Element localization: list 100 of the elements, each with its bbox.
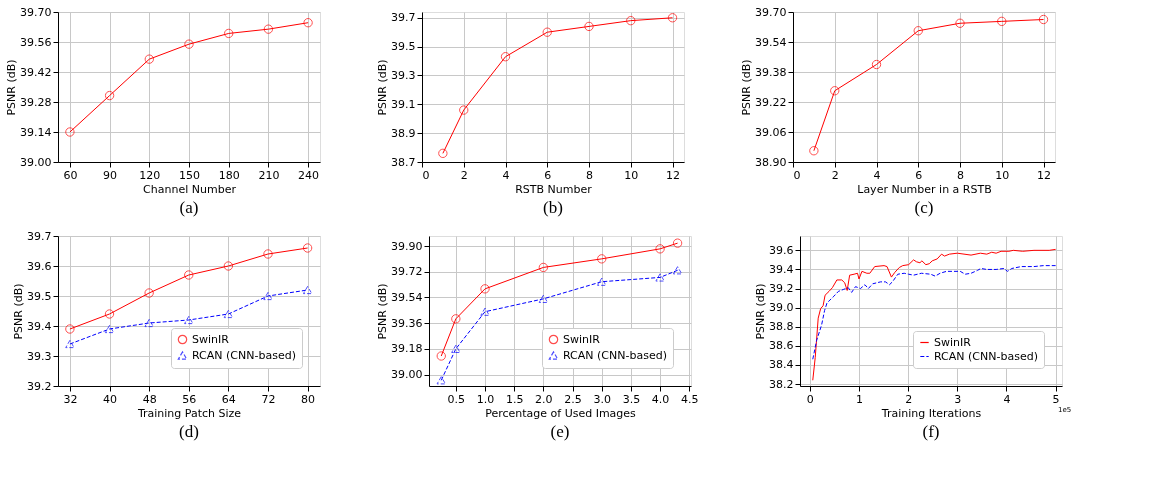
- y-tick-label: 38.7: [391, 155, 416, 169]
- point: [104, 324, 115, 334]
- point: [65, 127, 75, 137]
- x-axis-title: Layer Number in a RSTB: [857, 182, 992, 196]
- point: [263, 249, 273, 259]
- point: [451, 344, 461, 353]
- y-axis-title: PSNR (dB): [376, 283, 390, 340]
- y-tick-label: 39.18: [391, 342, 423, 356]
- y-tick-label: 38.9: [391, 126, 416, 140]
- point: [224, 28, 234, 39]
- x-tick-label: 210: [258, 168, 280, 182]
- x-tick-label: 8: [957, 168, 965, 182]
- x-tick-label: 60: [63, 168, 78, 182]
- point: [65, 324, 75, 334]
- text: (f): [922, 422, 940, 441]
- y-tick-label: 39.70: [20, 5, 52, 19]
- point: [480, 307, 490, 316]
- x-tick-label: 8: [586, 168, 594, 182]
- y-tick-label: 39.7: [27, 229, 52, 243]
- y-axis-title: PSNR (dB): [12, 283, 26, 340]
- x-axis-title: Training Patch Size: [136, 406, 242, 420]
- point: [809, 146, 819, 156]
- point: [626, 15, 636, 26]
- point: [223, 261, 234, 271]
- y-tick-label: 39.36: [391, 316, 423, 330]
- x-axis-title: Percentage of Used Images: [485, 406, 637, 420]
- y-tick-label: 38.90: [755, 155, 787, 169]
- text: (e): [550, 422, 570, 441]
- point: [913, 26, 923, 36]
- text: (b): [543, 198, 563, 217]
- point: [263, 291, 273, 301]
- y-tick-label: 39.72: [391, 265, 423, 279]
- x-axis-title: RSTB Number: [515, 182, 593, 196]
- legend-label: SwinIR: [192, 332, 230, 346]
- x-tick-label: 150: [179, 168, 200, 182]
- point: [997, 16, 1007, 27]
- x-tick-label: 40: [103, 392, 118, 406]
- point: [542, 27, 552, 37]
- y-axis-title: PSNR (dB): [754, 283, 768, 340]
- point: [451, 314, 461, 324]
- y-axis-title: PSNR (dB): [740, 59, 754, 116]
- y-tick-label: 39.14: [20, 125, 52, 139]
- x-tick-label: 6: [915, 168, 923, 182]
- point: [104, 90, 115, 101]
- x-tick-label: 4.0: [651, 392, 670, 406]
- x-tick-label: 32: [63, 392, 78, 406]
- x-tick-label: 3.0: [593, 392, 611, 406]
- y-tick-label: 39.0: [769, 301, 794, 315]
- point: [104, 309, 115, 319]
- x-tick-label: 4: [502, 168, 510, 182]
- point: [459, 105, 469, 115]
- text: (d): [179, 422, 199, 441]
- y-tick-label: 39.7: [391, 11, 416, 25]
- x-tick-label: 0: [806, 392, 814, 406]
- y-tick-label: 39.42: [20, 65, 52, 79]
- point: [830, 86, 840, 96]
- y-tick-label: 39.70: [755, 5, 787, 19]
- y-tick-label: 39.5: [391, 40, 416, 54]
- point: [184, 270, 194, 280]
- y-tick-label: 39.00: [20, 155, 52, 169]
- x-tick-label: 4: [873, 168, 881, 182]
- point: [655, 273, 665, 282]
- legend-label: RCAN (CNN-based): [934, 349, 1038, 363]
- point: [672, 238, 683, 248]
- y-tick-label: 38.4: [769, 358, 794, 372]
- point: [584, 21, 594, 32]
- y-tick-label: 39.6: [769, 243, 794, 257]
- y-tick-label: 39.54: [391, 290, 423, 304]
- point: [597, 254, 607, 264]
- y-tick-label: 39.22: [755, 95, 787, 109]
- x-tick-label: 2.5: [564, 392, 582, 406]
- point: [672, 266, 683, 275]
- point: [144, 54, 154, 64]
- y-tick-label: 38.6: [769, 339, 794, 353]
- y-tick-label: 39.06: [755, 125, 787, 139]
- legend-label: RCAN (CNN-based): [563, 348, 667, 362]
- x-tick-label: 72: [261, 392, 276, 406]
- x-tick-label: 2: [831, 168, 839, 182]
- x-tick-label: 5: [1052, 392, 1060, 406]
- legend-label: RCAN (CNN-based): [192, 348, 296, 362]
- x-tick-label: 64: [221, 392, 236, 406]
- text: (c): [914, 198, 934, 217]
- point: [500, 52, 511, 62]
- point: [65, 339, 75, 349]
- x-tick-label: 2.0: [535, 392, 553, 406]
- point: [480, 284, 490, 294]
- y-tick-label: 39.6: [27, 259, 52, 273]
- y-tick-label: 39.54: [755, 35, 787, 49]
- x-tick-label: 0: [422, 168, 430, 182]
- x-tick-label: 2: [460, 168, 468, 182]
- x-tick-label: 3.5: [622, 392, 641, 406]
- point: [436, 376, 446, 385]
- line-series: [812, 265, 1057, 360]
- y-tick-label: 39.90: [391, 239, 423, 253]
- y-tick-label: 39.00: [391, 368, 423, 382]
- point: [223, 309, 234, 319]
- x-tick-label: 80: [301, 392, 316, 406]
- x-tick-label: 1.5: [505, 392, 524, 406]
- point: [955, 18, 965, 28]
- x-tick-label: 4.5: [681, 392, 699, 406]
